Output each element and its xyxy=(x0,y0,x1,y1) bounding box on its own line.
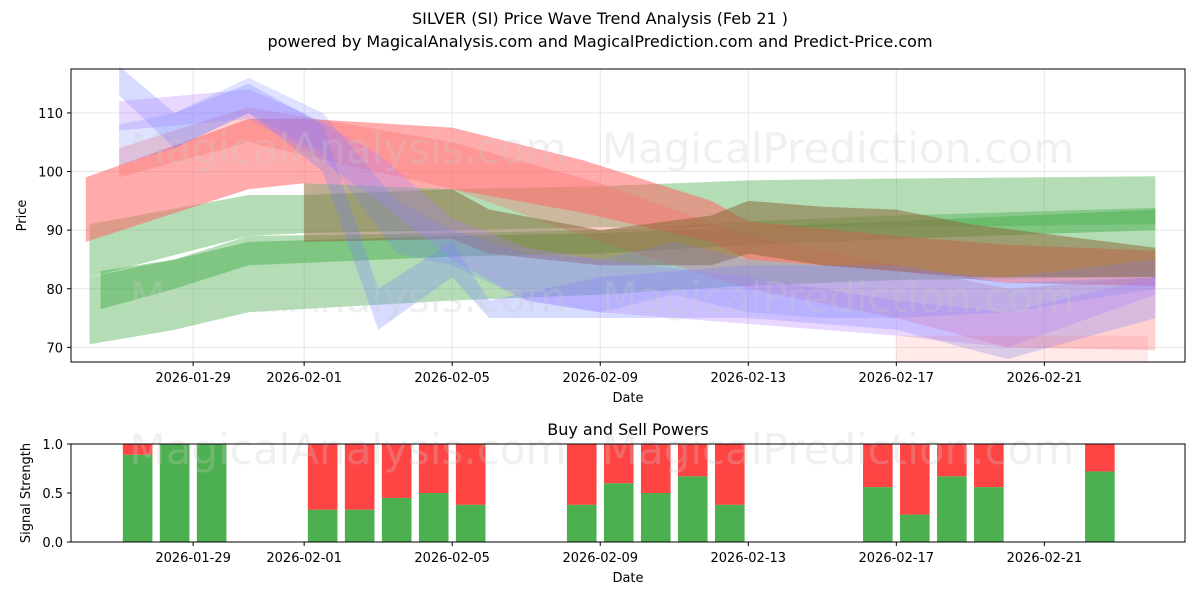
price-band-blue-drop xyxy=(119,66,1156,360)
buy-bar xyxy=(640,493,671,542)
signal-x-tick-label: 2026-02-01 xyxy=(266,551,342,566)
watermark-prediction: MagicalPrediction.com xyxy=(602,124,1075,173)
buy-bar xyxy=(900,514,930,542)
signal-y-tick-label: 0.5 xyxy=(42,487,63,502)
signal-panel: Buy and Sell Powers MagicalAnalysis.com … xyxy=(19,420,1186,586)
sell-bar xyxy=(1085,444,1115,472)
sell-bar xyxy=(344,444,375,510)
sell-bar xyxy=(455,444,486,505)
signal-y-tick-label: 0.0 xyxy=(42,536,63,551)
price-band-purple xyxy=(119,89,1156,348)
sell-bar xyxy=(307,444,338,510)
sell-bar xyxy=(714,444,745,505)
price-x-tick-label: 2026-02-17 xyxy=(859,371,935,386)
price-x-axis: 2026-01-29 2026-02-01 2026-02-05 2026-02-09… xyxy=(155,362,1082,386)
sell-bar xyxy=(381,444,412,498)
price-y-tick-label: 110 xyxy=(38,107,63,122)
signal-x-tick-label: 2026-01-29 xyxy=(155,551,231,566)
signal-x-axis-label: Date xyxy=(612,571,643,586)
buy-bar xyxy=(418,493,449,542)
price-band-grey-cluster xyxy=(119,77,1156,319)
price-x-tick-label: 2026-02-13 xyxy=(711,371,787,386)
buy-bar xyxy=(863,487,893,542)
chart-subtitle: powered by MagicalAnalysis.com and Magic… xyxy=(267,32,933,51)
price-x-tick-label: 2026-02-21 xyxy=(1007,371,1083,386)
signal-x-tick-label: 2026-02-13 xyxy=(711,551,787,566)
price-x-axis-label: Date xyxy=(612,391,643,406)
chart-title: SILVER (SI) Price Wave Trend Analysis (F… xyxy=(411,9,789,28)
price-y-axis-label: Price xyxy=(15,200,30,232)
sell-bar xyxy=(677,444,708,477)
sell-bar xyxy=(974,444,1004,488)
buy-bar xyxy=(1085,471,1115,542)
signal-y-tick-label: 1.0 xyxy=(42,438,63,453)
buy-bar xyxy=(122,454,153,542)
signal-y-axis-label: Signal Strength xyxy=(19,443,34,543)
sell-bar xyxy=(937,444,967,477)
buy-bar xyxy=(974,487,1004,542)
price-wave-bands xyxy=(85,66,1156,362)
signal-bars xyxy=(122,444,1115,542)
price-y-tick-label: 80 xyxy=(46,283,63,298)
buy-bar xyxy=(603,483,634,542)
buy-bar xyxy=(677,476,708,542)
price-y-tick-label: 90 xyxy=(46,224,63,239)
signal-x-axis: 2026-01-29 2026-02-01 2026-02-05 2026-02-09… xyxy=(155,542,1082,566)
buy-bar xyxy=(566,504,597,542)
price-plot-border xyxy=(70,68,1186,363)
price-x-tick-label: 2026-02-01 xyxy=(266,371,342,386)
price-x-tick-label: 2026-02-09 xyxy=(562,371,638,386)
signal-x-tick-label: 2026-02-17 xyxy=(859,551,935,566)
signal-x-tick-label: 2026-02-05 xyxy=(414,551,490,566)
signal-x-tick-label: 2026-02-09 xyxy=(562,551,638,566)
buy-bar xyxy=(344,509,375,542)
watermark-prediction: MagicalPrediction.com xyxy=(602,273,1075,322)
buy-bar xyxy=(307,509,338,542)
watermark-analysis: MagicalAnalysis.com xyxy=(130,124,567,173)
sell-bar xyxy=(566,444,597,505)
price-panel: MagicalAnalysis.com MagicalPrediction.co… xyxy=(15,66,1186,406)
watermark-analysis: MagicalAnalysis.com xyxy=(130,273,567,322)
buy-bar xyxy=(714,504,745,542)
price-y-tick-label: 70 xyxy=(46,341,63,356)
sell-bar xyxy=(863,444,893,488)
buy-bar xyxy=(159,444,190,542)
buy-bar xyxy=(381,497,412,542)
price-y-tick-label: 100 xyxy=(38,166,63,181)
sell-bar xyxy=(900,444,930,515)
price-band-brown xyxy=(304,183,1156,278)
buy-bar xyxy=(196,444,227,542)
signal-watermarks: MagicalAnalysis.com MagicalPrediction.co… xyxy=(130,425,1075,474)
buy-bar xyxy=(455,504,486,542)
watermark-analysis: MagicalAnalysis.com xyxy=(130,425,567,474)
watermark-prediction: MagicalPrediction.com xyxy=(602,425,1075,474)
price-x-tick-label: 2026-02-05 xyxy=(414,371,490,386)
signal-y-axis: 0.0 0.5 1.0 xyxy=(42,438,71,551)
price-band-pink-low xyxy=(896,335,1148,362)
buy-bar xyxy=(937,476,967,542)
price-x-tick-label: 2026-01-29 xyxy=(155,371,231,386)
sell-bar xyxy=(640,444,671,493)
price-watermarks: MagicalAnalysis.com MagicalPrediction.co… xyxy=(130,124,1075,322)
sell-bar xyxy=(603,444,634,484)
signal-x-tick-label: 2026-02-21 xyxy=(1007,551,1083,566)
sell-bar xyxy=(418,444,449,493)
price-y-axis: 70 80 90 100 110 xyxy=(38,107,71,356)
sell-bar xyxy=(122,444,153,455)
signal-panel-title: Buy and Sell Powers xyxy=(547,420,709,439)
